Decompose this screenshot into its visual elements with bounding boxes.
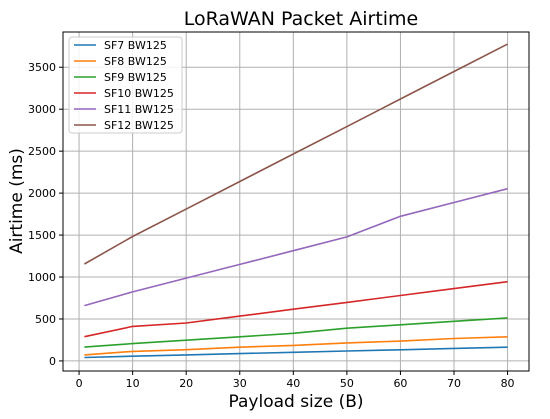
legend-label-sf12-bw125: SF12 BW125 xyxy=(104,119,174,132)
legend-box xyxy=(68,36,183,134)
x-tick-label: 80 xyxy=(501,377,515,390)
y-tick-label: 500 xyxy=(35,313,56,326)
legend-label-sf10-bw125: SF10 BW125 xyxy=(104,87,174,100)
y-tick-label: 2000 xyxy=(28,187,56,200)
x-tick-label: 20 xyxy=(179,377,193,390)
x-tick-label: 0 xyxy=(76,377,83,390)
y-tick-label: 3500 xyxy=(28,61,56,74)
series-line-sf7-bw125 xyxy=(84,346,508,359)
legend-label-sf7-bw125: SF7 BW125 xyxy=(104,39,167,52)
y-tick-label: 1500 xyxy=(28,229,56,242)
chart-title: LoRaWAN Packet Airtime xyxy=(184,8,419,30)
y-tick-label: 3000 xyxy=(28,103,56,116)
x-tick-label: 70 xyxy=(447,377,461,390)
legend: SF7 BW125 SF8 BW125 SF9 BW125 SF10 BW125 SF1… xyxy=(68,36,183,134)
series-lines xyxy=(84,43,508,359)
x-axis-ticks: 0 10 20 30 40 50 60 70 80 xyxy=(76,371,515,390)
y-tick-label: 1000 xyxy=(28,271,56,284)
series-line-sf9-bw125 xyxy=(84,317,508,348)
legend-label-sf8-bw125: SF8 BW125 xyxy=(104,55,167,68)
series-line-sf12-bw125 xyxy=(84,43,508,265)
plot-area-frame xyxy=(62,31,530,372)
x-tick-label: 30 xyxy=(233,377,247,390)
y-axis-ticks: 0 500 1000 1500 2000 2500 3000 3500 xyxy=(28,61,63,368)
series-line-sf11-bw125 xyxy=(84,187,508,307)
series-line-sf8-bw125 xyxy=(84,336,508,356)
y-axis-label: Airtime (ms) xyxy=(7,148,27,254)
series-line-sf10-bw125 xyxy=(84,280,508,338)
legend-label-sf11-bw125: SF11 BW125 xyxy=(104,103,174,116)
y-tick-label: 2500 xyxy=(28,145,56,158)
x-tick-label: 10 xyxy=(126,377,140,390)
x-axis-label: Payload size (B) xyxy=(229,392,364,412)
x-tick-label: 60 xyxy=(393,377,407,390)
legend-label-sf9-bw125: SF9 BW125 xyxy=(104,71,167,84)
y-tick-label: 0 xyxy=(49,355,56,368)
grid xyxy=(63,32,529,371)
x-tick-label: 40 xyxy=(286,377,300,390)
x-tick-label: 50 xyxy=(340,377,354,390)
